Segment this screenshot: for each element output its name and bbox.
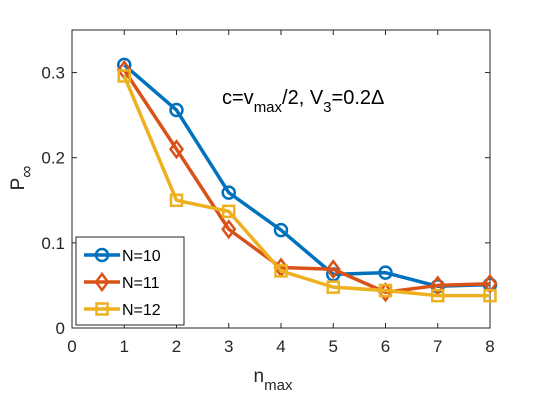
x-axis-label: nmax bbox=[254, 366, 293, 394]
x-axis-label-main: n bbox=[254, 366, 265, 387]
data-point bbox=[221, 219, 237, 240]
axes bbox=[71, 29, 491, 329]
legend-marker bbox=[94, 271, 110, 293]
annotation-part: /2, V bbox=[282, 87, 324, 109]
x-tick-label: 0 bbox=[67, 337, 76, 356]
data-point bbox=[222, 204, 236, 219]
data-point bbox=[431, 288, 445, 303]
data-point bbox=[221, 185, 236, 200]
x-tick-label: 8 bbox=[485, 337, 494, 356]
legend-marker bbox=[95, 302, 109, 316]
x-tick-label: 3 bbox=[224, 337, 233, 356]
data-point bbox=[117, 69, 131, 83]
data-point bbox=[378, 265, 393, 280]
annotation: c=vmax/2, V3=0.2Δ bbox=[222, 87, 384, 116]
y-axis-label-sub: ∞ bbox=[17, 166, 36, 178]
data-point bbox=[325, 259, 341, 280]
data-point bbox=[168, 139, 185, 160]
legend: N=10 N=11 N=12 bbox=[75, 236, 185, 326]
legend-label: N=11 bbox=[122, 275, 160, 292]
y-axis-label: P∞ bbox=[8, 166, 36, 191]
annotation-part: 3 bbox=[323, 99, 331, 116]
y-tick-label: 0.2 bbox=[41, 149, 65, 168]
legend-entry: N=11 bbox=[84, 271, 160, 293]
series-N=12 bbox=[117, 69, 497, 303]
data-point bbox=[482, 273, 498, 294]
plot-area bbox=[116, 57, 498, 303]
data-point bbox=[273, 222, 289, 238]
x-tick-label: 4 bbox=[276, 337, 285, 356]
annotation-part: max bbox=[254, 99, 283, 116]
data-point bbox=[326, 280, 340, 294]
annotation-part: =0.2Δ bbox=[332, 87, 385, 109]
data-point bbox=[483, 288, 497, 303]
y-tick-label: 0.1 bbox=[41, 234, 65, 253]
series-line bbox=[122, 75, 490, 298]
data-point bbox=[169, 193, 184, 208]
data-point bbox=[274, 264, 288, 278]
data-point bbox=[169, 102, 184, 118]
data-point bbox=[378, 283, 393, 298]
x-tick-label: 1 bbox=[120, 337, 129, 356]
legend-label: N=10 bbox=[122, 248, 161, 265]
data-point bbox=[430, 275, 446, 296]
y-tick-label: 0.3 bbox=[41, 64, 65, 83]
legend-label: N=12 bbox=[122, 302, 161, 319]
legend-marker bbox=[94, 247, 110, 263]
series-line bbox=[122, 69, 491, 294]
y-axis-label-main: P bbox=[8, 178, 29, 191]
x-tick-label: 5 bbox=[329, 337, 338, 356]
legend-entry: N=10 bbox=[84, 247, 161, 265]
series-line bbox=[123, 63, 491, 289]
x-tick-label: 7 bbox=[433, 337, 442, 356]
x-tick-label: 2 bbox=[172, 337, 181, 356]
y-tick-label: 0 bbox=[56, 319, 65, 338]
x-tick-label: 6 bbox=[381, 337, 390, 356]
annotation-part: c=v bbox=[222, 87, 254, 109]
x-axis-label-sub: max bbox=[264, 377, 293, 394]
legend-entry: N=12 bbox=[84, 302, 161, 319]
